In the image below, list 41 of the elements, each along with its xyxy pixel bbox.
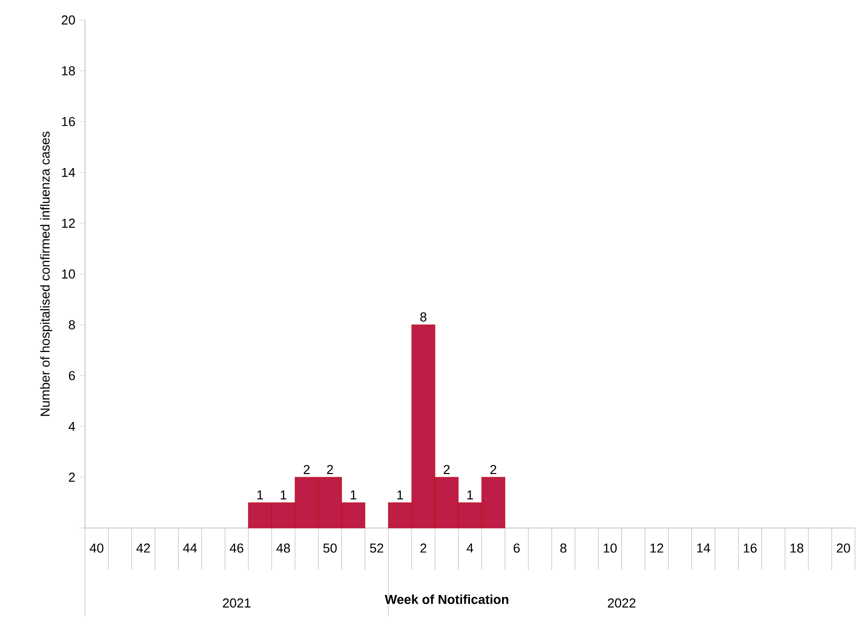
- x-tick-label: 6: [514, 544, 520, 553]
- x-tick-label: 2: [420, 544, 426, 553]
- data-label: 1: [350, 490, 356, 500]
- data-label: 2: [490, 464, 496, 474]
- x-tick-label: 10: [604, 544, 617, 553]
- y-tick-label: 20: [62, 15, 75, 25]
- x-tick-label: 46: [230, 544, 244, 553]
- x-tick-label: 16: [744, 544, 757, 553]
- y-tick-label: 8: [68, 320, 75, 330]
- y-tick-label: 16: [62, 117, 75, 126]
- x-tick-label: 44: [183, 544, 197, 552]
- text: 2022: [608, 598, 636, 608]
- x-tick-label: 40: [90, 544, 104, 553]
- data-label: 1: [257, 490, 263, 500]
- y-axis-title: Number of hospitalised confirmed influenza cases: [40, 132, 52, 416]
- x-tick-label: 48: [276, 544, 290, 553]
- data-label: 1: [467, 490, 473, 500]
- x-tick-label: 8: [560, 544, 566, 553]
- x-tick-label: 42: [136, 544, 150, 553]
- y-tick-label: 10: [62, 269, 75, 279]
- data-label: 8: [420, 312, 426, 322]
- x-tick-label: 52: [370, 544, 384, 553]
- data-label: 2: [444, 464, 450, 474]
- data-label: 1: [280, 490, 286, 500]
- data-label: 2: [327, 464, 333, 474]
- x-tick-label: 4: [466, 544, 474, 552]
- y-tick-label: 18: [62, 66, 75, 76]
- x-tick-label: 18: [790, 544, 804, 553]
- x-axis-title: Week of Notification: [384, 594, 508, 604]
- y-tick-label: 12: [62, 218, 75, 228]
- y-tick-label: 2: [68, 472, 75, 482]
- x-tick-label: 20: [836, 544, 850, 553]
- x-tick-label: 12: [650, 544, 664, 553]
- data-label: 2: [304, 464, 310, 474]
- data-label: 1: [397, 490, 403, 500]
- y-tick-label: 14: [62, 168, 76, 177]
- x-tick-label: 50: [323, 544, 337, 553]
- y-tick-label: 4: [68, 422, 76, 431]
- text: 2021: [222, 598, 250, 608]
- y-tick-label: 6: [68, 371, 75, 380]
- x-tick-label: 14: [697, 544, 710, 552]
